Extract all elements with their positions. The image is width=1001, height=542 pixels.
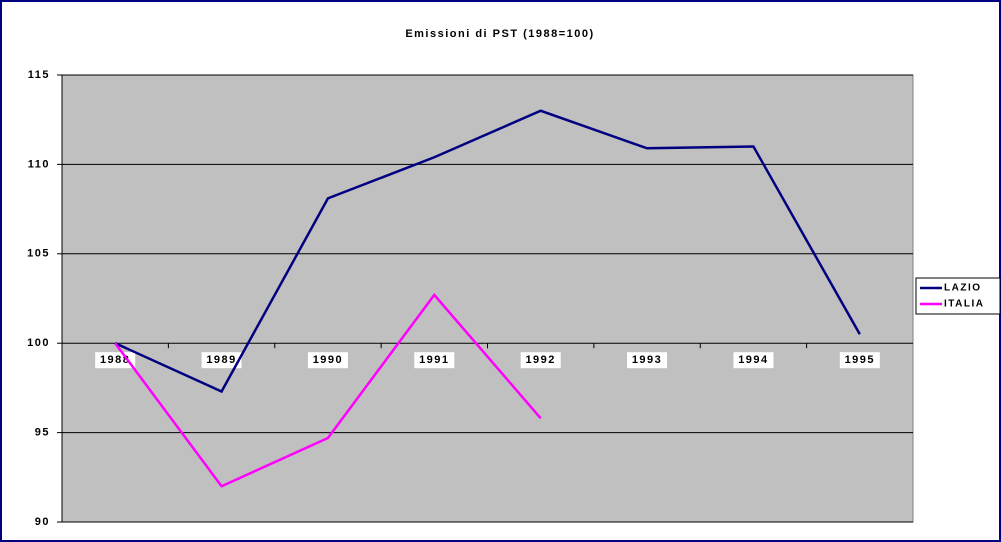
y-tick-label: 115 [28,69,50,81]
x-label-bg [201,352,242,369]
y-tick-label: 95 [35,427,50,439]
x-tick-label: 1994 [738,354,768,366]
legend-label: LAZIO [944,283,982,294]
plot-area [61,74,914,523]
legend-label: ITALIA [944,299,984,310]
x-label-bg [733,352,774,369]
x-label-bg [520,352,561,369]
y-tick-label: 90 [35,516,50,528]
x-label-bg [307,352,348,369]
y-tick-label: 100 [27,337,50,349]
series-line [114,109,861,394]
x-label-bg [627,352,668,369]
x-tick-label: 1993 [632,354,662,366]
chart-title: Emissioni di PST (1988=100) [405,28,594,40]
x-label-bg [839,352,880,369]
x-tick-label: 1989 [206,354,236,366]
x-tick-label: 1992 [525,354,555,366]
series-line [114,292,542,488]
x-tick-label: 1991 [419,354,449,366]
x-tick-label: 1988 [100,354,130,366]
legend-box [915,277,1001,315]
x-tick-label: 1990 [313,354,343,366]
y-tick-label: 105 [27,248,50,260]
x-tick-label: 1995 [845,354,875,366]
x-label-bg [414,352,455,369]
y-tick-label: 110 [28,158,50,170]
